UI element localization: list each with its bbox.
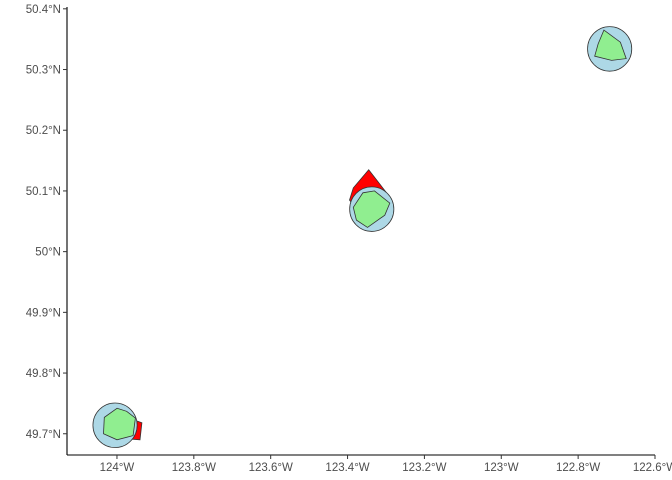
green-polygon-upper-right [594,29,627,61]
y-tick-label: 50.3°N [26,65,61,77]
y-tick-label: 50.1°N [26,186,61,198]
map-axes: 124°W 123.8°W 123.6°W 123.4°W 123.2°W 123°W 12… [26,4,672,474]
x-tick-label: 122.8°W [556,462,600,474]
x-tick-label: 123.4°W [325,462,369,474]
x-tick-label: 124°W [100,462,135,474]
map-features [92,26,633,448]
green-polygon-lower-left [103,407,136,441]
y-tick-label: 50°N [35,247,61,259]
x-tick-label: 123°W [484,462,519,474]
x-tick-label: 123.8°W [172,462,216,474]
y-tick-label: 50.2°N [26,125,61,137]
x-tick-label: 123.6°W [249,462,293,474]
y-tick-label: 49.9°N [26,307,61,319]
green-polygon-middle [352,190,391,228]
y-tick-label: 49.7°N [26,429,61,441]
x-tick-label: 123.2°W [402,462,446,474]
y-tick-label: 50.4°N [26,4,61,16]
x-tick-label: 122.6°W [633,462,672,474]
y-tick-label: 49.8°N [26,368,61,380]
